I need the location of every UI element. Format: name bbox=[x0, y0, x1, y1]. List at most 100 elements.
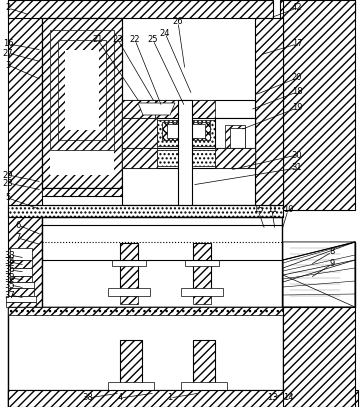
Bar bbox=[58, 40, 106, 140]
Text: 2: 2 bbox=[5, 4, 11, 13]
Bar bbox=[193, 243, 211, 293]
Bar bbox=[108, 288, 150, 296]
Bar bbox=[162, 122, 210, 140]
Bar bbox=[193, 340, 215, 385]
Bar bbox=[120, 243, 138, 293]
Text: 1: 1 bbox=[167, 394, 173, 403]
Bar bbox=[8, 307, 283, 315]
Bar bbox=[8, 0, 42, 210]
Bar bbox=[215, 118, 255, 148]
Text: 37: 37 bbox=[5, 291, 15, 300]
Bar bbox=[10, 268, 32, 276]
Polygon shape bbox=[283, 242, 355, 307]
Text: 15: 15 bbox=[253, 206, 263, 214]
Text: 30: 30 bbox=[292, 151, 302, 160]
Text: 38: 38 bbox=[83, 394, 93, 403]
Text: 19: 19 bbox=[292, 103, 302, 112]
Bar bbox=[8, 210, 42, 407]
Bar bbox=[185, 260, 219, 266]
Bar bbox=[167, 124, 205, 138]
Bar bbox=[8, 288, 34, 296]
Bar bbox=[225, 125, 245, 160]
Text: 34: 34 bbox=[5, 258, 15, 267]
Bar bbox=[10, 260, 32, 268]
Bar bbox=[178, 100, 192, 315]
Text: 9: 9 bbox=[329, 260, 335, 269]
Text: 23: 23 bbox=[113, 35, 123, 44]
Bar bbox=[8, 282, 34, 288]
Text: 6: 6 bbox=[15, 221, 21, 230]
Bar bbox=[8, 307, 283, 407]
Polygon shape bbox=[122, 100, 155, 118]
Bar bbox=[122, 118, 255, 148]
Polygon shape bbox=[283, 242, 355, 276]
Text: 17: 17 bbox=[292, 39, 302, 48]
Bar bbox=[122, 118, 157, 148]
Text: 28: 28 bbox=[3, 179, 13, 188]
Text: 21: 21 bbox=[93, 35, 103, 44]
Text: 42: 42 bbox=[292, 4, 302, 13]
Bar bbox=[290, 248, 304, 300]
Text: 36: 36 bbox=[5, 265, 15, 274]
Bar bbox=[181, 288, 223, 296]
Bar bbox=[65, 50, 99, 130]
Text: 8: 8 bbox=[329, 247, 335, 256]
Text: 35: 35 bbox=[5, 280, 15, 289]
Polygon shape bbox=[155, 100, 215, 118]
Text: 13: 13 bbox=[267, 394, 277, 403]
Bar bbox=[157, 120, 215, 146]
Bar bbox=[120, 296, 138, 304]
Bar bbox=[283, 242, 355, 307]
Text: 29: 29 bbox=[3, 171, 13, 179]
Bar bbox=[120, 340, 142, 385]
Bar bbox=[42, 18, 122, 188]
Bar bbox=[8, 390, 358, 407]
Bar bbox=[340, 248, 354, 300]
Text: 4: 4 bbox=[117, 394, 123, 403]
Text: 31: 31 bbox=[292, 164, 302, 173]
Bar bbox=[215, 118, 255, 163]
Text: 25: 25 bbox=[148, 35, 158, 44]
Bar bbox=[8, 205, 283, 217]
Text: 7: 7 bbox=[15, 234, 21, 243]
Bar bbox=[6, 296, 36, 302]
Text: 32: 32 bbox=[5, 274, 15, 282]
Text: 26: 26 bbox=[173, 18, 183, 26]
Bar bbox=[108, 382, 154, 390]
Bar bbox=[280, 0, 355, 18]
Text: 5: 5 bbox=[5, 193, 11, 203]
Bar bbox=[193, 296, 211, 304]
Bar bbox=[42, 188, 122, 196]
Bar bbox=[8, 390, 283, 407]
Bar bbox=[215, 148, 255, 168]
Text: 3: 3 bbox=[5, 61, 11, 70]
Bar bbox=[42, 217, 282, 307]
Bar bbox=[157, 150, 215, 166]
Polygon shape bbox=[138, 103, 175, 115]
Text: 18: 18 bbox=[292, 88, 302, 96]
Text: 16: 16 bbox=[3, 39, 13, 48]
Text: 11: 11 bbox=[267, 206, 277, 214]
Bar bbox=[255, 18, 283, 210]
Bar bbox=[122, 148, 255, 168]
Text: 24: 24 bbox=[160, 28, 170, 37]
Bar bbox=[181, 382, 227, 390]
Polygon shape bbox=[230, 128, 245, 155]
Text: 33: 33 bbox=[5, 250, 15, 260]
Bar bbox=[112, 260, 146, 266]
Text: 14: 14 bbox=[283, 394, 293, 403]
Text: 20: 20 bbox=[292, 74, 302, 83]
Bar bbox=[58, 40, 106, 140]
Text: 10: 10 bbox=[283, 206, 293, 214]
Bar bbox=[6, 302, 36, 307]
Bar bbox=[10, 248, 32, 260]
Bar bbox=[10, 276, 32, 282]
Bar bbox=[283, 307, 355, 407]
Text: 22: 22 bbox=[130, 35, 140, 44]
Bar bbox=[122, 100, 255, 205]
Text: 27: 27 bbox=[3, 48, 13, 57]
Bar bbox=[283, 0, 355, 210]
Bar bbox=[122, 148, 157, 168]
Bar bbox=[42, 18, 122, 188]
Bar bbox=[8, 0, 273, 18]
